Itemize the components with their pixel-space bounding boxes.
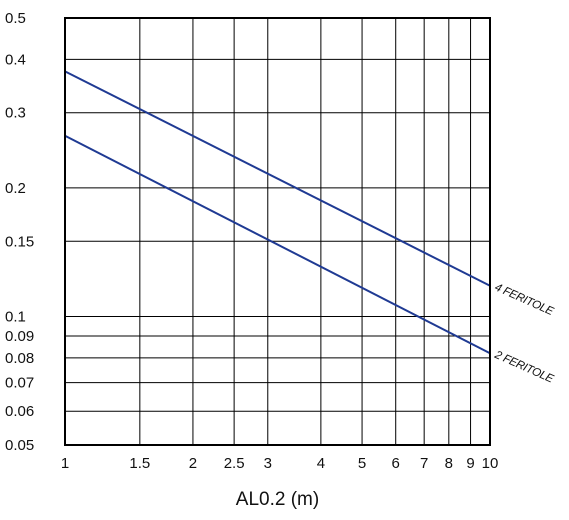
x-tick-label: 2 [189, 455, 197, 472]
y-tick-label: 0.3 [5, 105, 26, 122]
y-tick-label: 0.06 [5, 403, 34, 420]
grid [65, 18, 490, 445]
y-tick-label: 0.09 [5, 328, 34, 345]
plot-frame [64, 17, 491, 446]
series-label: 4 FERITOLE [493, 282, 556, 319]
x-axis-title: AL0.2 (m) [236, 489, 319, 510]
x-tick-label: 1.5 [129, 455, 150, 472]
series-label: 2 FERITOLE [492, 349, 556, 386]
y-tick-label: 0.08 [5, 350, 34, 367]
x-tick-label: 3 [264, 455, 272, 472]
x-tick-label: 7 [420, 455, 428, 472]
x-tick-labels: 1 1.5 2 2.5 3 4 5 6 7 8 9 10 [61, 455, 499, 472]
y-tick-label: 0.05 [5, 437, 34, 454]
y-tick-labels: 0.05 0.06 0.07 0.08 0.09 0.1 0.15 0.2 0.3 0.4 0.5 [5, 10, 34, 454]
x-tick-label: 2.5 [224, 455, 245, 472]
series-labels: 4 FERITOLE 2 FERITOLE [492, 282, 556, 386]
y-tick-label: 0.5 [5, 10, 26, 27]
y-tick-label: 0.4 [5, 51, 26, 68]
x-tick-label: 1 [61, 455, 69, 472]
x-tick-label: 4 [317, 455, 325, 472]
y-tick-label: 0.07 [5, 375, 34, 392]
x-tick-label: 8 [445, 455, 453, 472]
x-tick-label: 5 [358, 455, 366, 472]
y-tick-label: 0.2 [5, 180, 26, 197]
y-tick-label: 0.1 [5, 308, 26, 325]
series-line [64, 134, 491, 355]
series-lines [64, 70, 491, 355]
y-tick-label: 0.15 [5, 233, 34, 250]
x-tick-label: 6 [392, 455, 400, 472]
x-tick-label: 10 [482, 455, 499, 472]
x-tick-label: 9 [466, 455, 474, 472]
series-line [64, 70, 491, 287]
